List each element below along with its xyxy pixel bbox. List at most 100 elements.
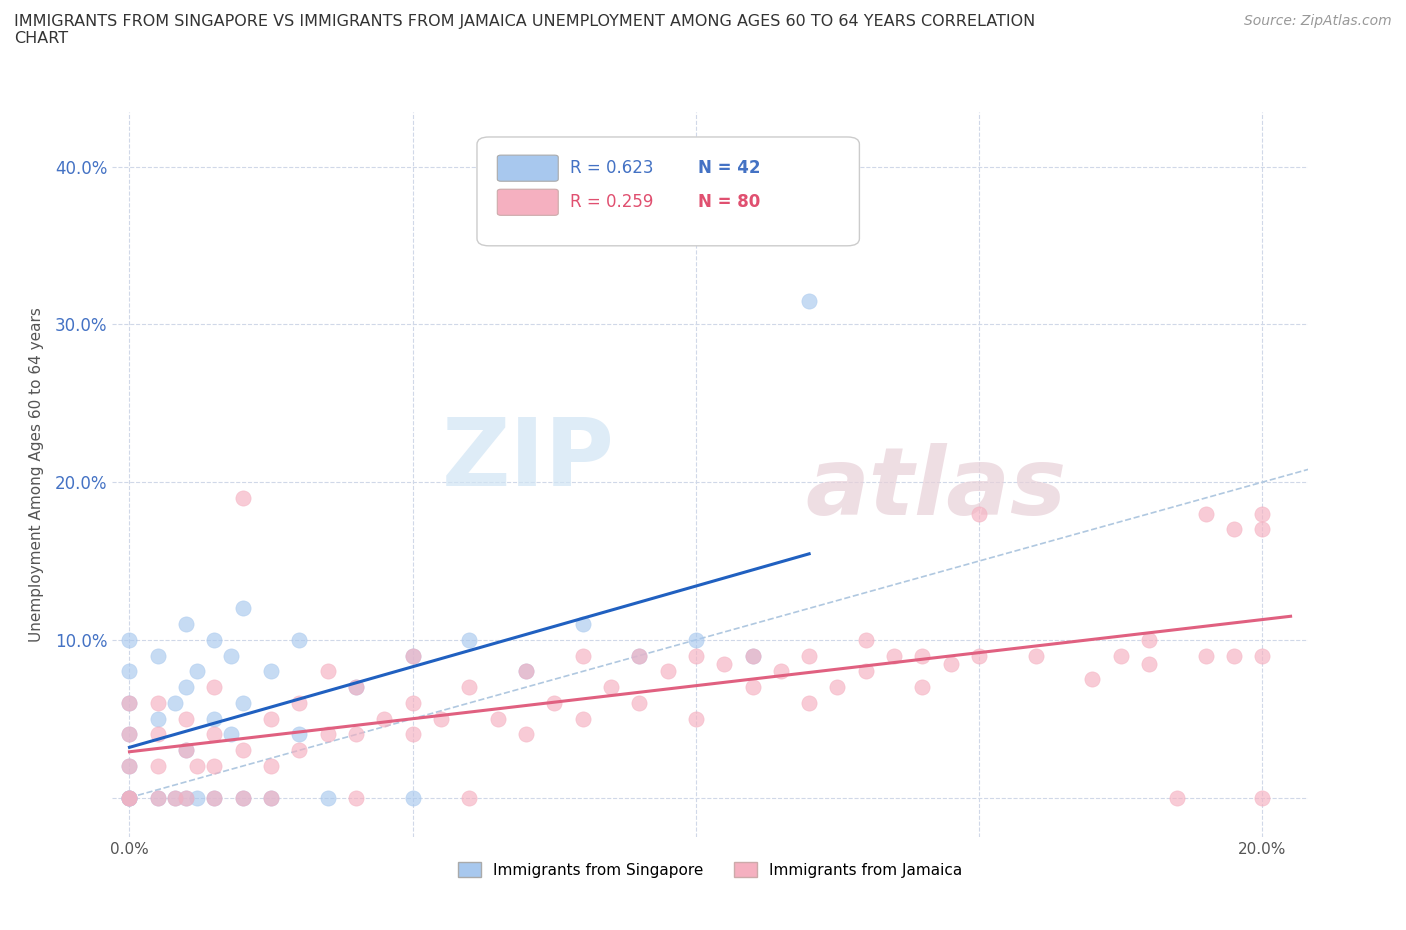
Text: N = 42: N = 42 — [699, 159, 761, 178]
Point — [232, 790, 254, 805]
Point — [769, 664, 792, 679]
Point — [186, 759, 208, 774]
Text: IMMIGRANTS FROM SINGAPORE VS IMMIGRANTS FROM JAMAICA UNEMPLOYMENT AMONG AGES 60 : IMMIGRANTS FROM SINGAPORE VS IMMIGRANTS … — [14, 14, 1035, 46]
Point — [288, 632, 311, 647]
Point — [402, 790, 425, 805]
Point — [344, 680, 367, 695]
Point — [118, 727, 141, 742]
Point — [685, 632, 707, 647]
FancyBboxPatch shape — [477, 137, 859, 246]
Point — [118, 790, 141, 805]
Text: N = 80: N = 80 — [699, 193, 761, 211]
Point — [515, 727, 537, 742]
Point — [146, 648, 169, 663]
Point — [1109, 648, 1132, 663]
Point — [146, 790, 169, 805]
Point — [174, 711, 197, 726]
Point — [543, 696, 565, 711]
Point — [797, 648, 820, 663]
Point — [571, 711, 593, 726]
Point — [204, 727, 226, 742]
Point — [118, 790, 141, 805]
Point — [174, 790, 197, 805]
Point — [797, 293, 820, 308]
Point — [458, 790, 481, 805]
Point — [260, 790, 283, 805]
Point — [1137, 656, 1160, 671]
Point — [628, 648, 651, 663]
Legend: Immigrants from Singapore, Immigrants from Jamaica: Immigrants from Singapore, Immigrants fr… — [451, 856, 969, 884]
Point — [344, 680, 367, 695]
Text: atlas: atlas — [806, 443, 1067, 535]
Point — [344, 727, 367, 742]
Point — [741, 648, 763, 663]
Point — [118, 696, 141, 711]
Point — [260, 759, 283, 774]
Point — [402, 648, 425, 663]
Point — [260, 711, 283, 726]
Point — [118, 790, 141, 805]
Point — [1081, 671, 1104, 686]
Point — [515, 664, 537, 679]
Point — [288, 743, 311, 758]
Point — [204, 790, 226, 805]
Point — [967, 648, 990, 663]
Point — [1194, 648, 1216, 663]
Point — [1223, 522, 1246, 537]
Point — [204, 632, 226, 647]
Point — [221, 727, 243, 742]
Text: Source: ZipAtlas.com: Source: ZipAtlas.com — [1244, 14, 1392, 28]
Text: R = 0.623: R = 0.623 — [571, 159, 654, 178]
Point — [402, 696, 425, 711]
Point — [713, 656, 735, 671]
Point — [1223, 648, 1246, 663]
Point — [232, 490, 254, 505]
Point — [232, 790, 254, 805]
Point — [174, 743, 197, 758]
Point — [344, 790, 367, 805]
Point — [515, 664, 537, 679]
Point — [204, 680, 226, 695]
FancyBboxPatch shape — [498, 189, 558, 216]
Point — [883, 648, 905, 663]
Point — [174, 617, 197, 631]
Point — [260, 790, 283, 805]
Point — [571, 617, 593, 631]
Point — [373, 711, 395, 726]
Point — [146, 759, 169, 774]
Point — [1025, 648, 1047, 663]
Point — [118, 790, 141, 805]
Point — [741, 680, 763, 695]
Point — [204, 759, 226, 774]
Point — [146, 711, 169, 726]
Point — [967, 506, 990, 521]
Point — [221, 648, 243, 663]
Point — [685, 648, 707, 663]
Point — [741, 648, 763, 663]
Text: ZIP: ZIP — [441, 414, 614, 506]
Point — [1137, 632, 1160, 647]
Point — [288, 727, 311, 742]
Point — [204, 790, 226, 805]
FancyBboxPatch shape — [498, 155, 558, 181]
Point — [186, 664, 208, 679]
Point — [855, 632, 877, 647]
Y-axis label: Unemployment Among Ages 60 to 64 years: Unemployment Among Ages 60 to 64 years — [30, 307, 44, 642]
Point — [118, 632, 141, 647]
Point — [118, 759, 141, 774]
Point — [174, 790, 197, 805]
Point — [118, 696, 141, 711]
Point — [911, 680, 934, 695]
Point — [1194, 506, 1216, 521]
Point — [911, 648, 934, 663]
Point — [1251, 506, 1274, 521]
Point — [174, 680, 197, 695]
Point — [316, 664, 339, 679]
Point — [486, 711, 509, 726]
Point — [458, 632, 481, 647]
Point — [628, 648, 651, 663]
Point — [118, 727, 141, 742]
Point — [163, 790, 186, 805]
Point — [232, 696, 254, 711]
Point — [174, 743, 197, 758]
